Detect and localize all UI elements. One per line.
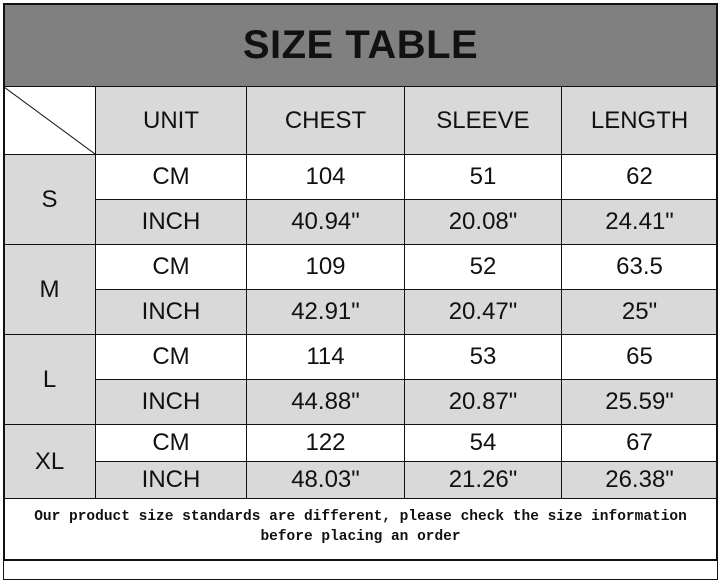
chest-cell: 114: [246, 334, 405, 380]
table-row: INCH 42.91" 20.47" 25": [4, 289, 719, 335]
table-row: M CM 109 52 63.5: [3, 244, 719, 335]
table-title: SIZE TABLE: [2, 3, 719, 87]
sleeve-cell: 20.87": [404, 379, 562, 425]
footer-line-2: before placing an order: [260, 529, 461, 545]
sleeve-cell: 51: [404, 154, 562, 200]
sleeve-cell: 21.26": [404, 461, 562, 499]
unit-cell: INCH: [95, 379, 247, 425]
sleeve-cell: 20.47": [404, 289, 562, 335]
table-row: S CM 104 51 62: [3, 154, 719, 245]
length-cell: 63.5: [560, 244, 719, 290]
size-label: M: [3, 244, 96, 335]
header-chest: CHEST: [246, 86, 405, 155]
footer-line-1: Our product size standards are different…: [34, 509, 687, 525]
sleeve-cell: 53: [404, 334, 562, 380]
unit-cell: CM: [95, 244, 247, 290]
sleeve-cell: 54: [404, 424, 562, 462]
size-label: XL: [3, 424, 96, 499]
unit-cell: CM: [95, 154, 247, 200]
length-cell: 26.38": [560, 461, 719, 499]
chest-cell: 109: [246, 244, 405, 290]
chest-cell: 48.03": [246, 461, 405, 499]
sleeve-cell: 52: [404, 244, 562, 290]
table-row: L CM 114 53 65: [3, 334, 719, 425]
size-label: L: [3, 334, 96, 425]
length-cell: 24.41": [560, 199, 719, 245]
chest-cell: 104: [246, 154, 405, 200]
unit-cell: CM: [95, 424, 247, 462]
chest-cell: 44.88": [246, 379, 405, 425]
length-cell: 25": [560, 289, 719, 335]
chest-cell: 40.94": [246, 199, 405, 245]
header-length: LENGTH: [560, 86, 719, 155]
length-cell: 67: [560, 424, 719, 462]
header-row: UNIT CHEST SLEEVE LENGTH: [3, 86, 719, 155]
chest-cell: 42.91": [246, 289, 405, 335]
footer-row: Our product size standards are different…: [2, 498, 719, 580]
length-cell: 62: [560, 154, 719, 200]
unit-cell: INCH: [95, 289, 247, 335]
header-sleeve: SLEEVE: [404, 86, 562, 155]
unit-cell: INCH: [95, 199, 247, 245]
header-unit: UNIT: [95, 86, 247, 155]
length-cell: 25.59": [560, 379, 719, 425]
table-row: INCH 44.88" 20.87" 25.59": [4, 379, 719, 425]
sleeve-cell: 20.08": [404, 199, 562, 245]
diagonal-corner-cell: [3, 86, 96, 155]
size-table: SIZE TABLE UNIT CHEST SLEEVE LENGTH S CM 1…: [2, 3, 719, 580]
size-label: S: [3, 154, 96, 245]
table-row: INCH 40.94" 20.08" 24.41": [4, 199, 719, 245]
table-row: XL CM 122 54 67: [3, 424, 719, 499]
chest-cell: 122: [246, 424, 405, 462]
unit-cell: CM: [95, 334, 247, 380]
unit-cell: INCH: [95, 461, 247, 499]
footer-note: Our product size standards are different…: [2, 498, 719, 580]
table-row: INCH 48.03" 21.26" 26.38": [4, 461, 719, 499]
length-cell: 65: [560, 334, 719, 380]
